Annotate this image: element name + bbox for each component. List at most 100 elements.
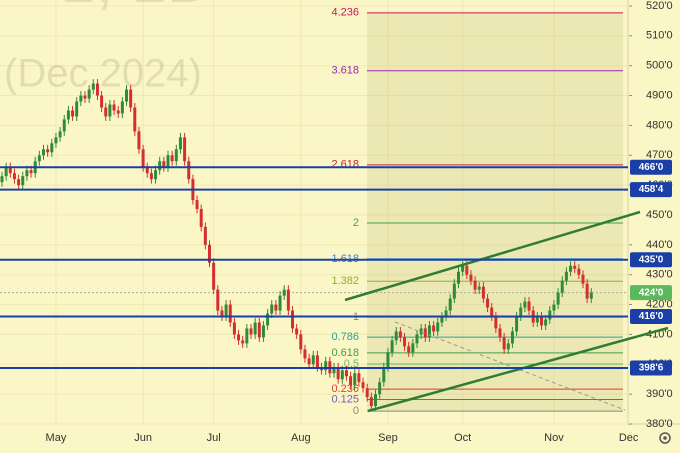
candle-body	[274, 304, 278, 311]
candle-body	[369, 397, 373, 407]
candle-body	[440, 316, 444, 323]
price-label: 416'0	[639, 311, 664, 322]
candle-body	[332, 367, 336, 374]
candle-body	[465, 265, 469, 275]
candle-body	[71, 110, 75, 117]
candle-body	[54, 137, 58, 144]
price-label: 435'0	[639, 254, 664, 265]
candle-body	[266, 313, 270, 326]
y-tick-label: 450'0	[646, 209, 673, 221]
candle-body	[477, 286, 481, 290]
fib-label: 0	[353, 405, 359, 417]
candle-body	[452, 283, 456, 299]
candle-body	[540, 316, 543, 326]
candle-body	[83, 95, 87, 99]
candle-body	[282, 289, 286, 296]
channel-lower	[367, 326, 669, 413]
candle-body	[120, 101, 124, 114]
candle-body	[29, 170, 33, 174]
candle-body	[37, 155, 41, 162]
candle-body	[573, 265, 577, 269]
candle-body	[4, 167, 8, 177]
y-tick-label: 380'0	[646, 418, 673, 430]
candle-body	[108, 104, 112, 117]
candle-body	[0, 176, 4, 183]
watermark-symbol: 1, 1D	[60, 0, 213, 16]
candle-body	[394, 331, 398, 341]
y-tick-label: 510'0	[646, 30, 673, 42]
candle-body	[510, 331, 514, 344]
candle-body	[481, 286, 485, 299]
candle-body	[303, 349, 307, 359]
fib-label: 1.382	[331, 275, 359, 287]
y-tick-label: 490'0	[646, 89, 673, 101]
y-tick-label: 420'0	[646, 298, 673, 310]
candle-body	[241, 340, 245, 344]
x-tick-label: Nov	[544, 432, 564, 444]
candle-body	[423, 328, 427, 338]
x-tick-label: Jun	[134, 432, 152, 444]
candle-body	[448, 298, 452, 311]
candle-body	[87, 89, 91, 99]
candle-body	[170, 155, 174, 162]
candle-body	[411, 343, 415, 353]
fib-label: 0.618	[331, 347, 359, 359]
fib-label: 0.125	[331, 393, 359, 405]
candle-body	[42, 149, 45, 156]
candle-body	[403, 337, 407, 347]
settings-button[interactable]	[659, 432, 671, 444]
front-layer: 466'0 458'4 435'0 416'0 398'6 424'0	[0, 159, 672, 376]
x-tick-label: Aug	[291, 432, 311, 444]
candle-body	[357, 373, 361, 383]
fib-label: 2	[353, 217, 359, 229]
candle-body	[75, 101, 79, 117]
candle-body	[378, 382, 382, 395]
candle-body	[17, 179, 21, 186]
candle-body	[556, 292, 560, 305]
settings-icon-center[interactable]	[663, 436, 667, 440]
candle-body	[195, 200, 199, 210]
fib-label: 2.618	[331, 159, 359, 171]
price-label: 458'4	[639, 184, 664, 195]
candle-body	[95, 83, 99, 96]
candle-body	[344, 370, 348, 377]
candle-body	[249, 328, 253, 335]
x-tick-label: Oct	[454, 432, 471, 444]
candle-body	[46, 149, 50, 153]
candle-body	[552, 304, 556, 311]
candle-body	[432, 325, 436, 332]
candle-body	[162, 161, 166, 168]
settings-icon[interactable]	[659, 432, 671, 444]
candle-body	[457, 271, 460, 284]
candle-body	[178, 137, 182, 150]
candle-body	[473, 280, 477, 290]
price-label: 398'6	[639, 363, 664, 374]
candle-body	[494, 316, 498, 329]
candle-body	[174, 149, 178, 162]
candle-body	[270, 304, 274, 314]
candle-body	[145, 167, 149, 174]
candle-body	[203, 226, 207, 245]
candle-body	[232, 322, 236, 335]
x-tick-label: Dec	[619, 432, 639, 444]
candle-body	[390, 340, 394, 353]
candle-body	[228, 304, 232, 323]
candle-body	[100, 95, 104, 108]
candle-body	[158, 161, 162, 171]
candle-body	[374, 394, 377, 407]
x-tick-label: Jul	[207, 432, 221, 444]
candle-body	[336, 367, 340, 380]
candle-body	[137, 131, 141, 150]
candle-body	[506, 343, 510, 350]
y-tick-label: 430'0	[646, 269, 673, 281]
candle-body	[502, 337, 506, 350]
candle-body	[486, 298, 490, 308]
last-price-box	[630, 285, 672, 301]
candle-body	[564, 271, 568, 281]
x-tick-label: May	[46, 432, 67, 444]
price-label: 466'0	[639, 162, 664, 173]
y-tick-label: 520'0	[646, 0, 673, 12]
